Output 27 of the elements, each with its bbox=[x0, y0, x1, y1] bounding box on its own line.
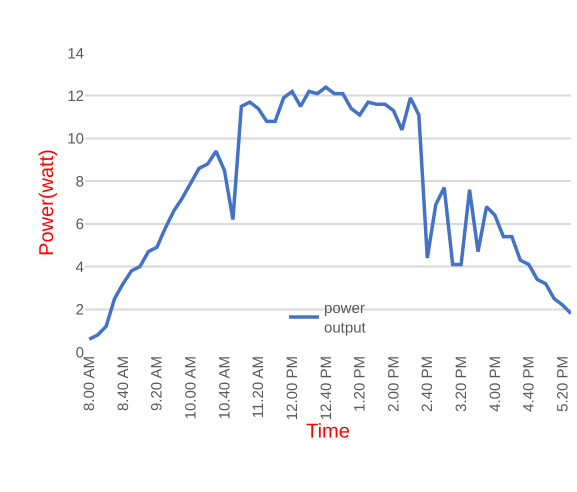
x-tick-label: 12.00 PM bbox=[284, 356, 301, 420]
y-tick-label: 8 bbox=[76, 173, 84, 190]
x-tick-label: 10.00 AM bbox=[182, 356, 200, 420]
x-tick-label: 9.20 AM bbox=[148, 356, 166, 412]
y-tick-label: 0 bbox=[76, 344, 84, 362]
x-tick-label: 2.00 PM bbox=[385, 356, 402, 412]
x-tick-label: 10.40 AM bbox=[216, 356, 234, 420]
x-tick-label: 8.00 AM bbox=[81, 356, 98, 412]
x-tick-label: 5.20 PM bbox=[554, 356, 572, 412]
x-tick-label: 8.40 AM bbox=[114, 356, 132, 412]
y-tick-label: 2 bbox=[76, 302, 84, 319]
y-tick-label: 4 bbox=[76, 258, 84, 276]
x-tick-label: 4.40 PM bbox=[520, 356, 538, 412]
y-axis-title: Power(watt) bbox=[36, 149, 58, 256]
x-axis-title: Time bbox=[306, 420, 350, 443]
x-tick-label: 12.40 PM bbox=[318, 356, 335, 420]
line-series bbox=[87, 85, 571, 341]
x-tick-label: 1.20 PM bbox=[352, 356, 369, 412]
y-tick-label: 10 bbox=[67, 130, 84, 148]
y-tick-label: 14 bbox=[67, 45, 84, 62]
x-tick-label: 2.40 PM bbox=[419, 356, 436, 412]
legend-label: power output bbox=[324, 300, 367, 337]
y-tick-label: 6 bbox=[76, 216, 84, 234]
y-tick-label: 12 bbox=[67, 88, 84, 105]
x-tick-label: 4.00 PM bbox=[486, 356, 504, 412]
x-tick-label: 3.20 PM bbox=[452, 356, 470, 412]
x-tick-label: 11.20 AM bbox=[250, 356, 268, 418]
